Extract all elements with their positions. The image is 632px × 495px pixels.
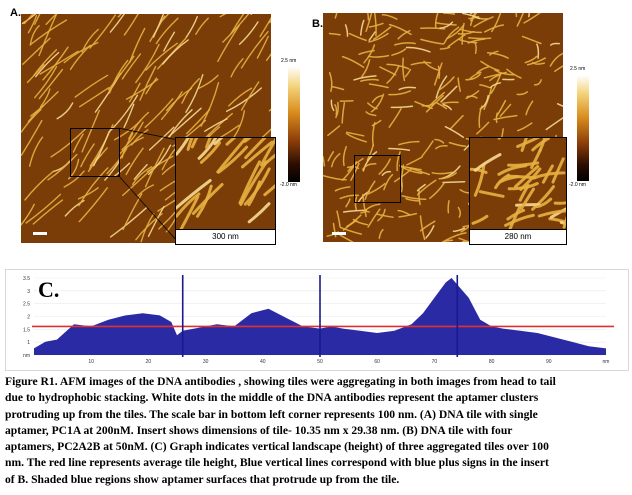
x-tick-label: 40 [260, 359, 266, 365]
caption-line: aptamers, PC2A2B at 50nM. (C) Graph indi… [5, 440, 549, 454]
y-tick-label: 3.5 [23, 276, 30, 282]
colorbar-b [577, 75, 589, 181]
caption-line: due to hydrophobic stacking. White dots … [5, 391, 539, 405]
panel-c-label: C. [38, 277, 60, 302]
inset-b-scale-label: 280 nm [470, 229, 566, 244]
x-tick-label: 90 [546, 359, 552, 365]
inset-a-scale-label: 300 nm [176, 229, 275, 244]
zoom-box-b [354, 155, 401, 203]
colorbar-a-min: -2.0 nm [280, 182, 297, 188]
caption-line: nm. The red line represents average tile… [5, 456, 549, 470]
x-tick-label: 10 [88, 359, 94, 365]
panel-a-label: A. [10, 7, 21, 19]
y-tick-label: 2 [27, 315, 30, 321]
colorbar-a [288, 66, 300, 182]
caption-line: aptamer, PC1A at 200nM. Insert shows dim… [5, 423, 513, 437]
x-tick-label: 30 [203, 359, 209, 365]
x-tick-label: 20 [146, 359, 152, 365]
colorbar-b-max: 2.5 nm [570, 66, 586, 72]
caption-line: protruding up from the tiles. The scale … [5, 407, 538, 421]
y-tick-label: nm [23, 353, 30, 359]
zoom-box-a [70, 128, 120, 177]
y-tick-label: 1 [27, 340, 30, 346]
inset-a: 300 nm [175, 137, 276, 245]
figure-caption: Figure R1. AFM images of the DNA antibod… [5, 374, 629, 488]
height-profile-graph: 3.5 3 2.5 2 1.5 1 nm 10 20 30 40 50 60 70 80 90 nm C. [5, 269, 629, 371]
colorbar-b-min: -2.0 nm [569, 182, 586, 188]
inset-b: 280 nm [469, 137, 567, 245]
y-tick-label: 3 [27, 289, 30, 295]
scale-bar-b [332, 232, 346, 235]
x-tick-label: 70 [432, 359, 438, 365]
x-tick-label: nm [603, 359, 610, 365]
y-tick-label: 2.5 [23, 302, 30, 308]
x-tick-label: 80 [489, 359, 495, 365]
panel-b-label: B. [312, 18, 323, 30]
caption-line: of B. Shaded blue regions show aptamer s… [5, 472, 400, 486]
height-profile-svg: 3.5 3 2.5 2 1.5 1 nm 10 20 30 40 50 60 70 80 90 nm [23, 275, 614, 365]
colorbar-a-max: 2.5 nm [281, 58, 297, 64]
x-tick-label: 50 [317, 359, 323, 365]
caption-line: Figure R1. AFM images of the DNA antibod… [5, 375, 556, 388]
y-tick-label: 1.5 [23, 327, 30, 333]
scale-bar-a [33, 232, 47, 235]
height-area [34, 278, 606, 355]
x-tick-label: 60 [374, 359, 380, 365]
